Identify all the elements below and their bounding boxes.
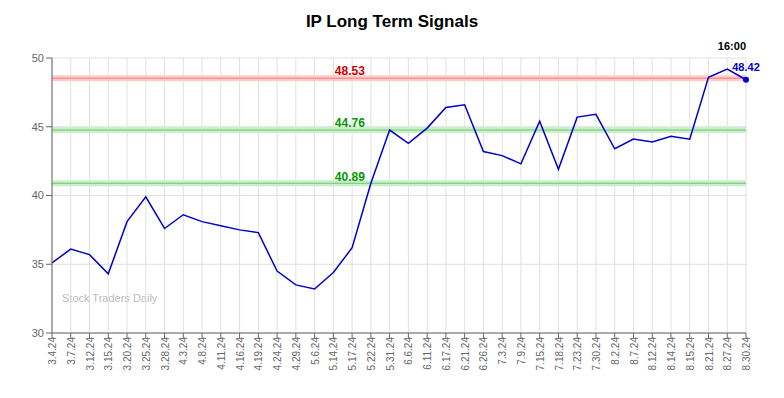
svg-text:6.11.24: 6.11.24 bbox=[422, 337, 433, 370]
svg-text:40: 40 bbox=[32, 189, 44, 201]
svg-text:3.20.24: 3.20.24 bbox=[122, 337, 133, 371]
svg-text:5.14.24: 5.14.24 bbox=[328, 337, 339, 371]
html-text:16:00: 16:00 bbox=[717, 40, 746, 52]
svg-text:3.25.24: 3.25.24 bbox=[141, 337, 152, 371]
html-text:IP Long Term Signals: IP Long Term Signals bbox=[305, 12, 479, 31]
svg-text:8.12.24: 8.12.24 bbox=[647, 337, 658, 371]
svg-text:7.23.24: 7.23.24 bbox=[572, 337, 583, 371]
svg-text:6.26.24: 6.26.24 bbox=[479, 337, 490, 371]
svg-text:5.31.24: 5.31.24 bbox=[385, 337, 396, 371]
svg-text:3.7.24: 3.7.24 bbox=[66, 337, 77, 365]
svg-text:8.15.24: 8.15.24 bbox=[685, 337, 696, 371]
html-text:Stock Traders Daily: Stock Traders Daily bbox=[62, 291, 158, 304]
svg-text:8.27.24: 8.27.24 bbox=[722, 337, 733, 371]
svg-text:3.4.24: 3.4.24 bbox=[47, 337, 58, 365]
svg-text:5.17.24: 5.17.24 bbox=[347, 337, 358, 371]
svg-text:7.9.24: 7.9.24 bbox=[516, 337, 527, 365]
svg-text:5.6.24: 5.6.24 bbox=[310, 337, 321, 365]
svg-text:4.3.24: 4.3.24 bbox=[178, 337, 189, 365]
svg-text:50: 50 bbox=[32, 52, 44, 64]
svg-text:7.30.24: 7.30.24 bbox=[591, 337, 602, 371]
svg-text:8.2.24: 8.2.24 bbox=[610, 337, 621, 365]
svg-text:4.19.24: 4.19.24 bbox=[253, 337, 264, 371]
svg-text:6.21.24: 6.21.24 bbox=[460, 337, 471, 371]
svg-text:8.14.24: 8.14.24 bbox=[666, 337, 677, 371]
svg-text:4.16.24: 4.16.24 bbox=[235, 337, 246, 371]
svg-text:35: 35 bbox=[32, 258, 44, 270]
svg-text:8.7.24: 8.7.24 bbox=[629, 337, 640, 365]
svg-text:48.42: 48.42 bbox=[732, 61, 760, 73]
svg-text:3.28.24: 3.28.24 bbox=[160, 337, 171, 371]
svg-text:5.22.24: 5.22.24 bbox=[366, 337, 377, 371]
svg-text:4.8.24: 4.8.24 bbox=[197, 337, 208, 365]
svg-text:6.17.24: 6.17.24 bbox=[441, 337, 452, 371]
svg-text:4.29.24: 4.29.24 bbox=[291, 337, 302, 371]
svg-text:4.24.24: 4.24.24 bbox=[272, 337, 283, 371]
svg-text:3.12.24: 3.12.24 bbox=[85, 337, 96, 371]
svg-text:48.53: 48.53 bbox=[335, 64, 365, 78]
svg-text:3.15.24: 3.15.24 bbox=[103, 337, 114, 371]
svg-text:8.21.24: 8.21.24 bbox=[704, 337, 715, 371]
svg-text:7.3.24: 7.3.24 bbox=[497, 337, 508, 365]
svg-text:6.6.24: 6.6.24 bbox=[403, 337, 414, 365]
svg-text:45: 45 bbox=[32, 121, 44, 133]
svg-text:30: 30 bbox=[32, 327, 44, 339]
svg-text:7.18.24: 7.18.24 bbox=[554, 337, 565, 371]
svg-text:4.11.24: 4.11.24 bbox=[216, 337, 227, 370]
svg-text:7.15.24: 7.15.24 bbox=[535, 337, 546, 371]
svg-text:40.89: 40.89 bbox=[335, 170, 365, 184]
svg-text:44.76: 44.76 bbox=[335, 116, 365, 130]
svg-text:8.30.24: 8.30.24 bbox=[741, 337, 752, 371]
